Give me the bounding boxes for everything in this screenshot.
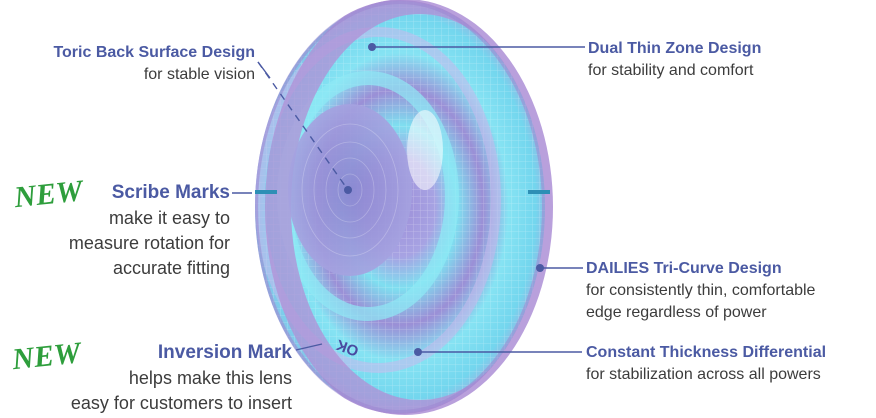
new-badge-scribe: NEW (6, 172, 92, 217)
callout-tricurve: DAILIES Tri-Curve Design for consistentl… (586, 258, 874, 324)
callout-constant-title: Constant Thickness Differential (586, 344, 827, 361)
callout-dual: Dual Thin Zone Design for stability and … (588, 38, 868, 82)
callout-inversion-title: Inversion Mark (157, 342, 292, 363)
toric-leader (257, 61, 349, 191)
callout-scribe-sub1: make it easy to (108, 208, 230, 228)
callout-tricurve-title: DAILIES Tri-Curve Design (586, 260, 782, 277)
callout-toric: Toric Back Surface Design for stable vis… (0, 42, 255, 86)
scribe-mark-left (255, 190, 277, 194)
callout-scribe: Scribe Marks make it easy to measure rot… (0, 180, 230, 281)
callout-scribe-sub2: measure rotation for (68, 233, 230, 253)
new-badge-inversion: NEW (4, 334, 94, 379)
callout-toric-title: Toric Back Surface Design (53, 44, 255, 61)
inversion-leader (295, 343, 323, 351)
callout-tricurve-sub2: edge regardless of power (586, 304, 767, 321)
callout-constant: Constant Thickness Differential for stab… (586, 342, 874, 386)
callout-dual-sub: for stability and comfort (588, 62, 754, 79)
svg-text:NEW: NEW (10, 336, 85, 374)
inversion-mark: OK (334, 336, 361, 360)
callout-scribe-sub3: accurate fitting (112, 258, 230, 278)
callout-inversion-sub2: easy for customers to insert (70, 393, 292, 413)
callout-tricurve-sub1: for consistently thin, comfortable (586, 282, 816, 299)
callout-constant-sub: for stabilization across all powers (586, 366, 821, 383)
callout-inversion-sub1: helps make this lens (128, 368, 292, 388)
callout-scribe-title: Scribe Marks (111, 182, 230, 203)
callout-inversion: Inversion Mark helps make this lens easy… (0, 340, 292, 416)
callout-toric-sub: for stable vision (143, 66, 255, 83)
svg-text:NEW: NEW (12, 174, 87, 212)
callout-dual-title: Dual Thin Zone Design (588, 40, 762, 57)
scribe-mark-right (528, 190, 550, 194)
